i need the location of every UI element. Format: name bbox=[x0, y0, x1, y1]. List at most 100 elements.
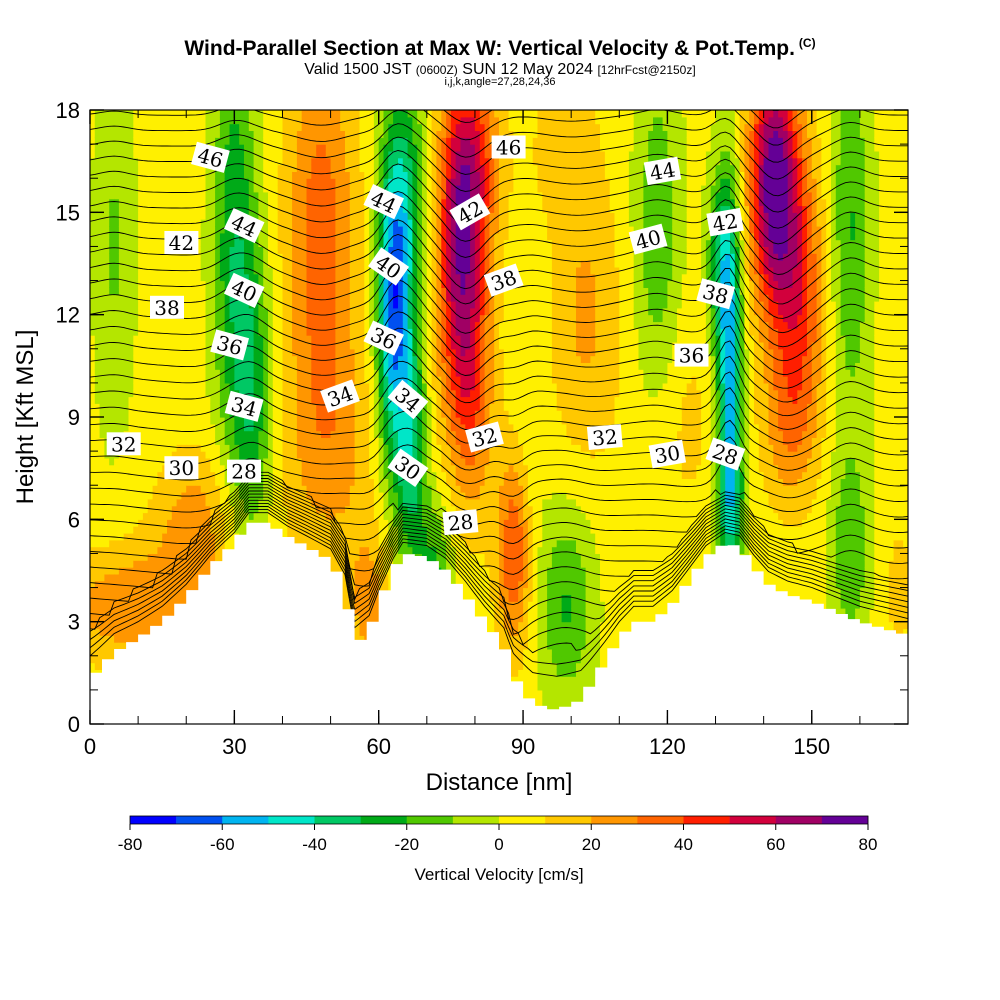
velocity-cell bbox=[167, 212, 173, 220]
velocity-cell bbox=[253, 314, 259, 323]
velocity-cell bbox=[244, 198, 250, 207]
velocity-cell bbox=[349, 266, 356, 275]
velocity-cell bbox=[287, 178, 293, 186]
velocity-cell bbox=[253, 164, 259, 172]
velocity-cell bbox=[287, 348, 293, 357]
velocity-cell bbox=[219, 178, 226, 186]
velocity-cell bbox=[152, 246, 158, 254]
velocity-cell bbox=[292, 382, 298, 391]
velocity-cell bbox=[152, 239, 158, 247]
velocity-cell bbox=[138, 621, 144, 630]
velocity-cell bbox=[258, 444, 264, 452]
velocity-cell bbox=[147, 560, 154, 568]
velocity-cell bbox=[268, 164, 274, 172]
velocity-cell bbox=[200, 451, 207, 459]
velocity-cell bbox=[195, 116, 202, 125]
velocity-cell bbox=[335, 239, 341, 247]
velocity-cell bbox=[176, 110, 182, 118]
velocity-cell bbox=[340, 478, 346, 486]
velocity-cell bbox=[152, 608, 158, 616]
velocity-cell bbox=[104, 348, 110, 357]
velocity-cell bbox=[167, 191, 173, 200]
velocity-cell bbox=[142, 437, 149, 445]
velocity-cell bbox=[181, 110, 187, 118]
velocity-cell bbox=[316, 314, 322, 323]
velocity-cell bbox=[99, 273, 105, 282]
velocity-cell bbox=[142, 342, 149, 350]
velocity-cell bbox=[90, 150, 96, 159]
velocity-cell bbox=[301, 355, 308, 363]
velocity-cell bbox=[104, 137, 110, 145]
velocity-cell bbox=[349, 253, 356, 261]
velocity-cell bbox=[147, 567, 154, 575]
velocity-cell bbox=[272, 423, 279, 432]
velocity-cell bbox=[340, 335, 346, 343]
velocity-cell bbox=[244, 362, 250, 370]
velocity-cell bbox=[296, 287, 303, 295]
velocity-cell bbox=[99, 580, 105, 589]
velocity-cell bbox=[301, 335, 308, 343]
velocity-cell bbox=[268, 123, 274, 131]
velocity-cell bbox=[205, 110, 211, 118]
velocity-cell bbox=[162, 389, 168, 398]
velocity-cell bbox=[306, 246, 312, 254]
velocity-cell bbox=[176, 560, 182, 568]
velocity-cell bbox=[186, 498, 192, 507]
velocity-cell bbox=[94, 273, 101, 282]
velocity-cell bbox=[287, 116, 293, 125]
velocity-cell bbox=[90, 280, 96, 288]
velocity-cell bbox=[114, 417, 120, 425]
velocity-cell bbox=[142, 573, 149, 582]
velocity-cell bbox=[292, 130, 298, 138]
velocity-cell bbox=[157, 478, 163, 486]
velocity-cell bbox=[277, 266, 284, 275]
velocity-cell bbox=[157, 485, 163, 493]
velocity-cell bbox=[248, 342, 255, 350]
velocity-cell bbox=[292, 253, 298, 261]
velocity-cell bbox=[321, 130, 327, 138]
velocity-cell bbox=[118, 178, 125, 186]
velocity-cell bbox=[191, 301, 197, 309]
velocity-cell bbox=[205, 246, 211, 254]
velocity-cell bbox=[186, 171, 192, 179]
velocity-cell bbox=[171, 546, 178, 554]
velocity-cell bbox=[219, 301, 226, 309]
velocity-cell bbox=[311, 519, 317, 527]
velocity-cell bbox=[118, 212, 125, 220]
velocity-cell bbox=[311, 307, 317, 316]
velocity-cell bbox=[133, 294, 139, 302]
velocity-cell bbox=[277, 287, 284, 295]
velocity-cell bbox=[118, 164, 125, 172]
velocity-cell bbox=[244, 123, 250, 131]
velocity-cell bbox=[152, 512, 158, 520]
velocity-cell bbox=[176, 417, 182, 425]
velocity-cell bbox=[123, 246, 130, 254]
velocity-cell bbox=[123, 314, 130, 323]
velocity-cell bbox=[325, 539, 332, 548]
velocity-cell bbox=[215, 280, 221, 288]
velocity-cell bbox=[157, 594, 163, 602]
velocity-cell bbox=[142, 560, 149, 568]
velocity-cell bbox=[248, 116, 255, 125]
velocity-cell bbox=[244, 417, 250, 425]
velocity-cell bbox=[200, 253, 207, 261]
velocity-cell bbox=[340, 137, 346, 145]
velocity-cell bbox=[90, 526, 96, 534]
velocity-cell bbox=[301, 273, 308, 282]
velocity-cell bbox=[99, 573, 105, 582]
velocity-cell bbox=[229, 253, 235, 261]
velocity-cell bbox=[330, 171, 336, 179]
velocity-cell bbox=[114, 642, 120, 650]
velocity-cell bbox=[157, 369, 163, 377]
velocity-cell bbox=[234, 137, 240, 145]
velocity-cell bbox=[229, 157, 235, 166]
velocity-cell bbox=[277, 280, 284, 288]
velocity-cell bbox=[340, 110, 346, 118]
velocity-cell bbox=[335, 342, 341, 350]
velocity-cell bbox=[94, 157, 101, 166]
velocity-cell bbox=[133, 396, 139, 404]
velocity-cell bbox=[200, 498, 207, 507]
velocity-cell bbox=[90, 655, 96, 664]
velocity-cell bbox=[114, 157, 120, 166]
velocity-cell bbox=[195, 307, 202, 316]
